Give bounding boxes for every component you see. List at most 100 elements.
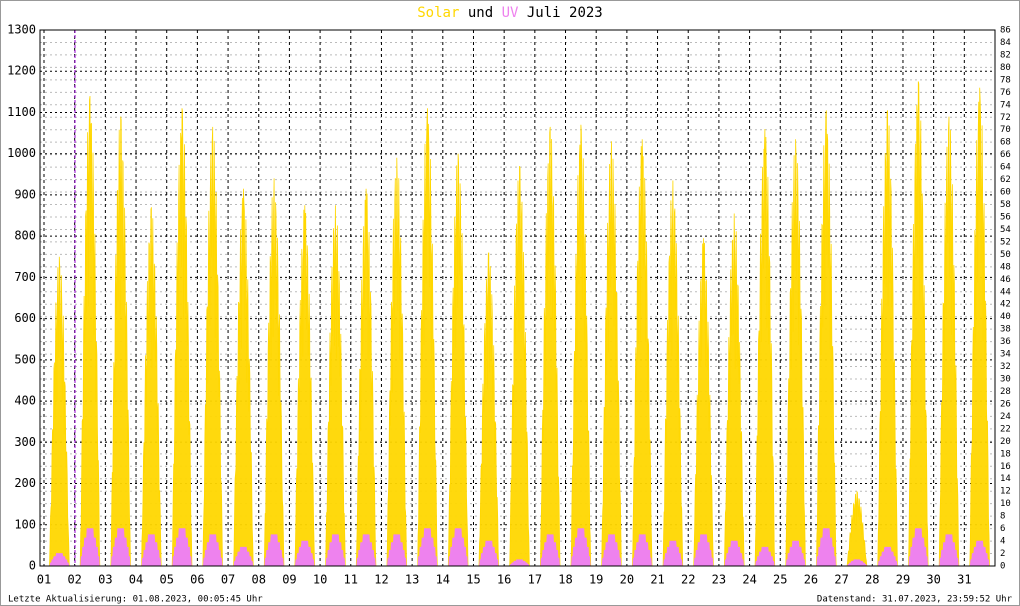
uv-day (755, 546, 775, 567)
uv-day (202, 534, 223, 567)
y2-tick-label: 64 (1000, 163, 1011, 173)
uv-day (110, 528, 131, 567)
y-tick-label: 200 (14, 476, 36, 490)
y2-tick-label: 10 (1000, 499, 1011, 509)
y2-tick-label: 52 (1000, 237, 1011, 247)
uv-day (141, 534, 162, 567)
x-tick-label: 05 (159, 573, 173, 587)
x-tick-label: 20 (620, 573, 634, 587)
y2-tick-label: 50 (1000, 250, 1011, 260)
uv-day (816, 528, 837, 567)
solar-day (723, 213, 745, 567)
uv-day (417, 528, 438, 567)
uv-day (847, 559, 867, 567)
x-tick-label: 03 (98, 573, 112, 587)
y-tick-label: 1000 (7, 146, 36, 160)
uv-day (233, 546, 254, 567)
x-tick-label: 10 (313, 573, 327, 587)
solar-day (478, 252, 500, 567)
y-tick-label: 300 (14, 435, 36, 449)
uv-day (939, 534, 959, 567)
uv-day (172, 528, 192, 567)
plot-border (39, 29, 996, 567)
x-tick-label: 31 (957, 573, 971, 587)
uv-day (601, 534, 622, 567)
x-tick-label: 28 (865, 573, 879, 587)
y2-tick-label: 76 (1000, 88, 1011, 98)
x-tick-label: 11 (344, 573, 358, 587)
x-tick-label: 15 (466, 573, 480, 587)
x-tick-label: 19 (589, 573, 603, 587)
uv-day (785, 540, 806, 567)
uv-day (80, 528, 100, 567)
uv-day (969, 540, 990, 567)
solar-day (785, 139, 806, 567)
y2-tick-label: 80 (1000, 63, 1011, 73)
y2-tick-label: 6 (1000, 524, 1005, 534)
x-tick-label: 06 (190, 573, 204, 587)
y-tick-label: 1100 (7, 105, 36, 119)
solar-day (846, 490, 868, 567)
y2-tick-label: 86 (1000, 26, 1011, 36)
solar-day (938, 116, 960, 567)
solar-day (754, 128, 776, 567)
y2-tick-label: 14 (1000, 474, 1011, 484)
solar-day (355, 188, 377, 567)
y2-tick-label: 36 (1000, 337, 1011, 347)
x-tick-label: 21 (650, 573, 664, 587)
y2-tick-label: 22 (1000, 424, 1011, 434)
y2-tick-label: 4 (1000, 537, 1005, 547)
x-tick-label: 18 (558, 573, 572, 587)
solar-day (233, 188, 254, 567)
solar-day (447, 153, 469, 567)
y2-tick-label: 8 (1000, 512, 1005, 522)
x-tick-label: 25 (773, 573, 787, 587)
x-tick-label: 26 (804, 573, 818, 587)
solar-day (908, 81, 929, 567)
x-tick-label: 17 (528, 573, 542, 587)
x-tick-label: 02 (67, 573, 81, 587)
solar-day (294, 205, 316, 567)
y2-tick-label: 42 (1000, 300, 1011, 310)
solar-day (110, 116, 131, 567)
title-und: und (468, 5, 493, 21)
solar-day (141, 207, 162, 567)
uv-day (479, 540, 499, 567)
solar-day (263, 178, 285, 567)
y2-tick-label: 48 (1000, 262, 1011, 272)
chart-title: Solar und UV Juli 2023 (417, 5, 602, 21)
y-tick-label: 700 (14, 270, 36, 284)
solar-day (509, 165, 530, 567)
y2-tick-label: 62 (1000, 175, 1011, 185)
uv-day (632, 534, 652, 567)
x-tick-label: 23 (712, 573, 726, 587)
y2-tick-label: 28 (1000, 387, 1011, 397)
y-tick-label: 0 (29, 559, 36, 573)
y-tick-label: 800 (14, 229, 36, 243)
solar-day (601, 141, 622, 567)
solar-day (539, 126, 561, 567)
x-tick-label: 30 (926, 573, 940, 587)
y2-tick-label: 20 (1000, 437, 1011, 447)
solar-day (662, 180, 684, 567)
y2-tick-label: 66 (1000, 150, 1011, 160)
solar-day (79, 95, 101, 567)
title-uv: UV (502, 5, 519, 21)
y2-tick-label: 68 (1000, 138, 1011, 148)
y2-tick-label: 2 (1000, 549, 1005, 559)
x-tick-label: 08 (252, 573, 266, 587)
y-tick-label: 500 (14, 352, 36, 366)
y-tick-label: 600 (14, 311, 36, 325)
solar-day (386, 157, 408, 567)
uv-day (294, 540, 315, 567)
solar-day (877, 110, 898, 567)
y2-tick-label: 44 (1000, 287, 1011, 297)
solar-day (325, 205, 346, 567)
x-tick-label: 27 (834, 573, 848, 587)
uv-day (448, 528, 468, 567)
x-tick-label: 04 (129, 573, 143, 587)
y2-tick-label: 38 (1000, 325, 1011, 335)
x-tick-label: 24 (742, 573, 756, 587)
solar-day (816, 110, 837, 567)
